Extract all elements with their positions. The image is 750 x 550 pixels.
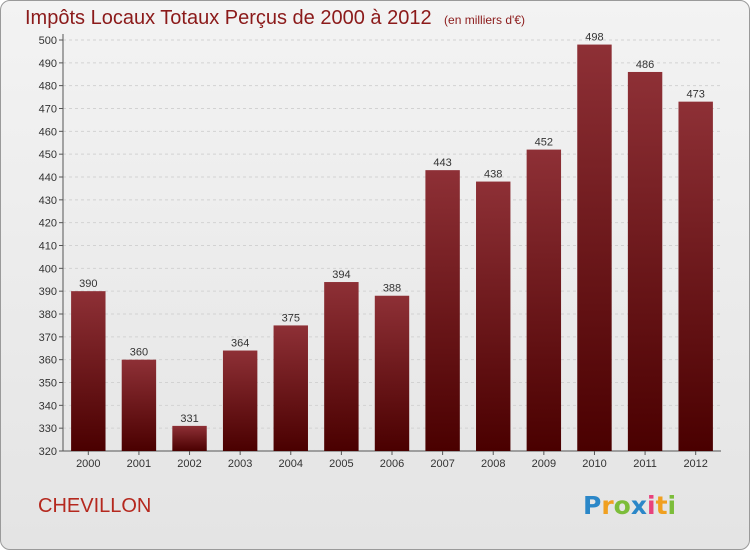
bar-value-label: 438 — [484, 169, 502, 181]
proxiti-logo[interactable]: Proxiti — [583, 491, 676, 520]
y-tick-label: 470 — [39, 104, 57, 116]
bar — [324, 282, 359, 451]
y-tick-label: 450 — [39, 149, 57, 161]
x-tick-label: 2000 — [76, 458, 100, 470]
y-tick-label: 320 — [39, 446, 57, 458]
logo-letter: t — [655, 491, 668, 520]
x-tick-label: 2007 — [430, 458, 454, 470]
chart-title: Impôts Locaux Totaux Perçus de 2000 à 20… — [25, 7, 525, 30]
y-tick-label: 400 — [39, 263, 57, 275]
x-tick-label: 2005 — [329, 458, 353, 470]
bar-value-label: 390 — [79, 278, 97, 290]
logo-letter: r — [601, 491, 614, 520]
bar — [121, 359, 157, 451]
bar — [476, 181, 511, 452]
y-tick-label: 340 — [39, 400, 57, 412]
bar-value-label: 388 — [383, 283, 401, 295]
y-tick-label: 440 — [39, 172, 57, 184]
bar — [526, 149, 562, 451]
x-tick-label: 2002 — [177, 458, 201, 470]
y-tick-label: 370 — [39, 332, 57, 344]
bar-value-label: 452 — [535, 137, 553, 149]
x-tick-label: 2010 — [582, 458, 606, 470]
y-tick-label: 350 — [39, 378, 57, 390]
x-tick-label: 2001 — [127, 458, 151, 470]
y-tick-label: 390 — [39, 286, 57, 298]
chart-title-text: Impôts Locaux Totaux Perçus de 2000 à 20… — [25, 7, 432, 29]
y-tick-label: 360 — [39, 355, 57, 367]
x-tick-label: 2009 — [532, 458, 556, 470]
bar — [577, 44, 612, 452]
bar-value-label: 375 — [282, 312, 300, 324]
chart-unit-text: (en milliers d'€) — [444, 13, 526, 27]
bar-value-label: 394 — [332, 269, 350, 281]
bar — [172, 425, 207, 451]
y-tick-label: 460 — [39, 126, 57, 138]
logo-letter: i — [667, 491, 677, 520]
x-tick-label: 2008 — [481, 458, 505, 470]
bar-value-label: 486 — [636, 59, 654, 71]
bar-value-label: 498 — [585, 32, 603, 44]
bar-value-label: 473 — [687, 89, 705, 101]
bar-value-label: 331 — [180, 413, 198, 425]
y-tick-label: 380 — [39, 309, 57, 321]
y-tick-label: 420 — [39, 218, 57, 230]
x-tick-label: 2004 — [279, 458, 303, 470]
y-tick-label: 410 — [39, 241, 57, 253]
bar-value-label: 443 — [433, 157, 451, 169]
y-tick-label: 480 — [39, 81, 57, 93]
logo-letter: i — [647, 491, 656, 520]
bar — [71, 291, 106, 451]
x-tick-label: 2003 — [228, 458, 252, 470]
bar — [627, 71, 663, 451]
logo-letter: o — [613, 491, 631, 520]
bar — [425, 170, 460, 451]
logo-letter: x — [630, 491, 647, 520]
bar — [222, 350, 258, 451]
x-tick-label: 2011 — [633, 458, 657, 470]
bar — [678, 101, 713, 452]
bars — [71, 44, 713, 452]
bar-value-label: 360 — [130, 347, 148, 359]
y-tick-label: 430 — [39, 195, 57, 207]
labels: 320 330 340 350 360 370 380 390 400 410 420 430 440 4… — [39, 32, 708, 470]
logo-letter: P — [583, 491, 602, 520]
bar-value-label: 364 — [231, 338, 249, 350]
x-tick-label: 2012 — [683, 458, 707, 470]
bar — [374, 295, 410, 451]
bar — [273, 325, 308, 451]
x-tick-label: 2006 — [380, 458, 404, 470]
y-tick-label: 490 — [39, 58, 57, 70]
y-tick-label: 500 — [39, 35, 57, 47]
commune-name: CHEVILLON — [38, 495, 152, 517]
y-tick-label: 330 — [39, 423, 57, 435]
